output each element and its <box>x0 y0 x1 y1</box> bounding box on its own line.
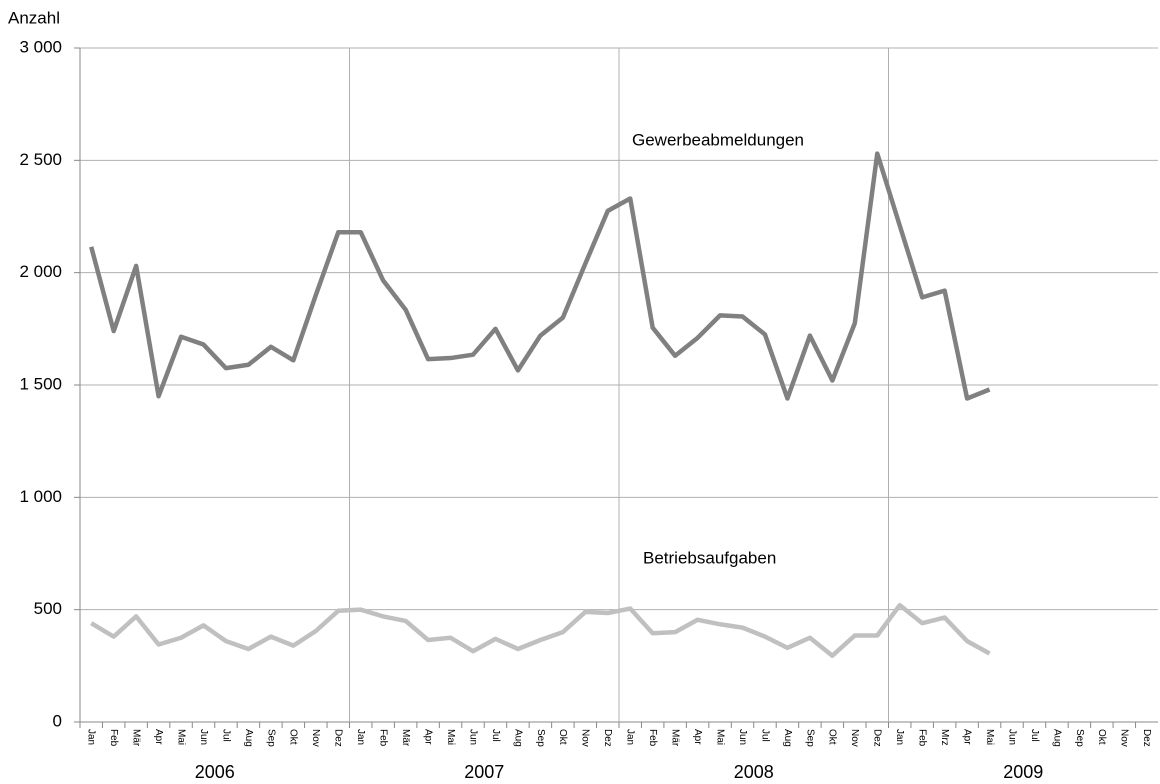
x-tick-label: Sep <box>535 729 546 747</box>
x-tick-label: Apr <box>961 729 972 745</box>
x-tick-label: Aug <box>1051 729 1062 747</box>
x-tick-label: Dez <box>333 729 344 747</box>
year-label: 2007 <box>464 762 504 782</box>
x-tick-label: Okt <box>827 729 838 745</box>
x-tick-label: Jan <box>625 729 636 745</box>
y-tick-label: 3 000 <box>19 37 62 56</box>
x-tick-label: Mai <box>984 729 995 745</box>
x-tick-label: Jul <box>490 729 501 742</box>
x-tick-label: Dez <box>1141 729 1152 747</box>
x-tick-label: Apr <box>153 729 164 745</box>
x-tick-label: Nov <box>849 729 860 747</box>
year-label: 2009 <box>1003 762 1043 782</box>
y-tick-label: 1 500 <box>19 374 62 393</box>
x-tick-label: Apr <box>692 729 703 745</box>
x-tick-label: Sep <box>804 729 815 747</box>
x-tick-label: Jan <box>355 729 366 745</box>
x-tick-label: Mär <box>670 729 681 747</box>
x-tick-label: Jul <box>759 729 770 742</box>
x-tick-label: Feb <box>108 729 119 747</box>
x-tick-label: Mai <box>445 729 456 745</box>
x-tick-label: Jul <box>220 729 231 742</box>
y-tick-label: 0 <box>53 711 62 730</box>
x-tick-label: Nov <box>1119 729 1130 747</box>
y-tick-label: 500 <box>34 599 62 618</box>
x-tick-label: Jan <box>894 729 905 745</box>
x-tick-label: Jun <box>467 729 478 745</box>
x-tick-label: Jun <box>1006 729 1017 745</box>
x-tick-label: Apr <box>422 729 433 745</box>
x-tick-label: Sep <box>265 729 276 747</box>
x-tick-label: Dez <box>602 729 613 747</box>
x-tick-label: Feb <box>647 729 658 747</box>
x-tick-label: Mai <box>175 729 186 745</box>
x-tick-label: Jun <box>737 729 748 745</box>
year-label: 2006 <box>195 762 235 782</box>
x-tick-label: Aug <box>512 729 523 747</box>
x-tick-label: Sep <box>1074 729 1085 747</box>
x-tick-label: Feb <box>378 729 389 747</box>
x-tick-label: Okt <box>1096 729 1107 745</box>
x-tick-label: Mär <box>131 729 142 747</box>
x-tick-label: Aug <box>243 729 254 747</box>
y-tick-label: 2 000 <box>19 262 62 281</box>
x-tick-label: Nov <box>580 729 591 747</box>
x-tick-label: Mrz <box>939 729 950 746</box>
x-tick-label: Okt <box>288 729 299 745</box>
x-tick-label: Okt <box>557 729 568 745</box>
x-tick-label: Feb <box>917 729 928 747</box>
y-tick-label: 2 500 <box>19 150 62 169</box>
x-tick-label: Nov <box>310 729 321 747</box>
series-label: Gewerbeabmeldungen <box>632 130 804 149</box>
x-tick-label: Mai <box>714 729 725 745</box>
x-tick-label: Jun <box>198 729 209 745</box>
series-line <box>89 151 991 401</box>
y-axis-label: Anzahl <box>8 8 60 27</box>
x-tick-label: Jan <box>86 729 97 745</box>
x-tick-label: Aug <box>782 729 793 747</box>
x-tick-label: Jul <box>1029 729 1040 742</box>
x-tick-label: Mär <box>400 729 411 747</box>
series-line <box>90 602 991 658</box>
y-tick-label: 1 000 <box>19 487 62 506</box>
x-tick-label: Dez <box>872 729 883 747</box>
year-label: 2008 <box>734 762 774 782</box>
series-label: Betriebsaufgaben <box>643 548 776 567</box>
